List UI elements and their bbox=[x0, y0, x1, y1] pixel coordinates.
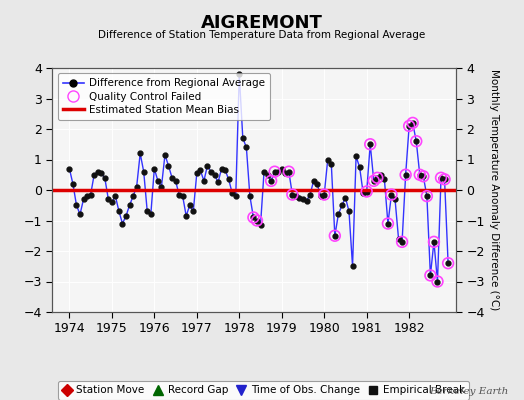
Point bbox=[416, 172, 424, 178]
Point bbox=[384, 220, 392, 227]
Point bbox=[419, 173, 428, 180]
Point bbox=[387, 191, 396, 198]
Point bbox=[363, 188, 371, 195]
Point bbox=[331, 232, 339, 239]
Point bbox=[440, 176, 449, 182]
Point bbox=[437, 174, 445, 181]
Point bbox=[444, 260, 452, 266]
Point bbox=[253, 217, 261, 224]
Point bbox=[433, 278, 442, 285]
Point bbox=[423, 193, 431, 199]
Text: Difference of Station Temperature Data from Regional Average: Difference of Station Temperature Data f… bbox=[99, 30, 425, 40]
Point bbox=[369, 178, 378, 184]
Text: Berkeley Earth: Berkeley Earth bbox=[429, 387, 508, 396]
Point bbox=[373, 174, 381, 181]
Point bbox=[412, 138, 420, 144]
Point bbox=[285, 168, 293, 175]
Point bbox=[398, 239, 406, 245]
Point bbox=[405, 123, 413, 129]
Y-axis label: Monthly Temperature Anomaly Difference (°C): Monthly Temperature Anomaly Difference (… bbox=[488, 69, 498, 311]
Text: AIGREMONT: AIGREMONT bbox=[201, 14, 323, 32]
Point bbox=[366, 141, 375, 148]
Legend: Station Move, Record Gap, Time of Obs. Change, Empirical Break: Station Move, Record Gap, Time of Obs. C… bbox=[58, 381, 469, 400]
Point bbox=[288, 191, 297, 198]
Point bbox=[409, 120, 417, 126]
Point bbox=[430, 239, 438, 245]
Point bbox=[270, 168, 279, 175]
Point bbox=[320, 191, 329, 198]
Point bbox=[249, 214, 258, 221]
Point bbox=[267, 178, 275, 184]
Point bbox=[401, 172, 410, 178]
Point bbox=[426, 272, 434, 278]
